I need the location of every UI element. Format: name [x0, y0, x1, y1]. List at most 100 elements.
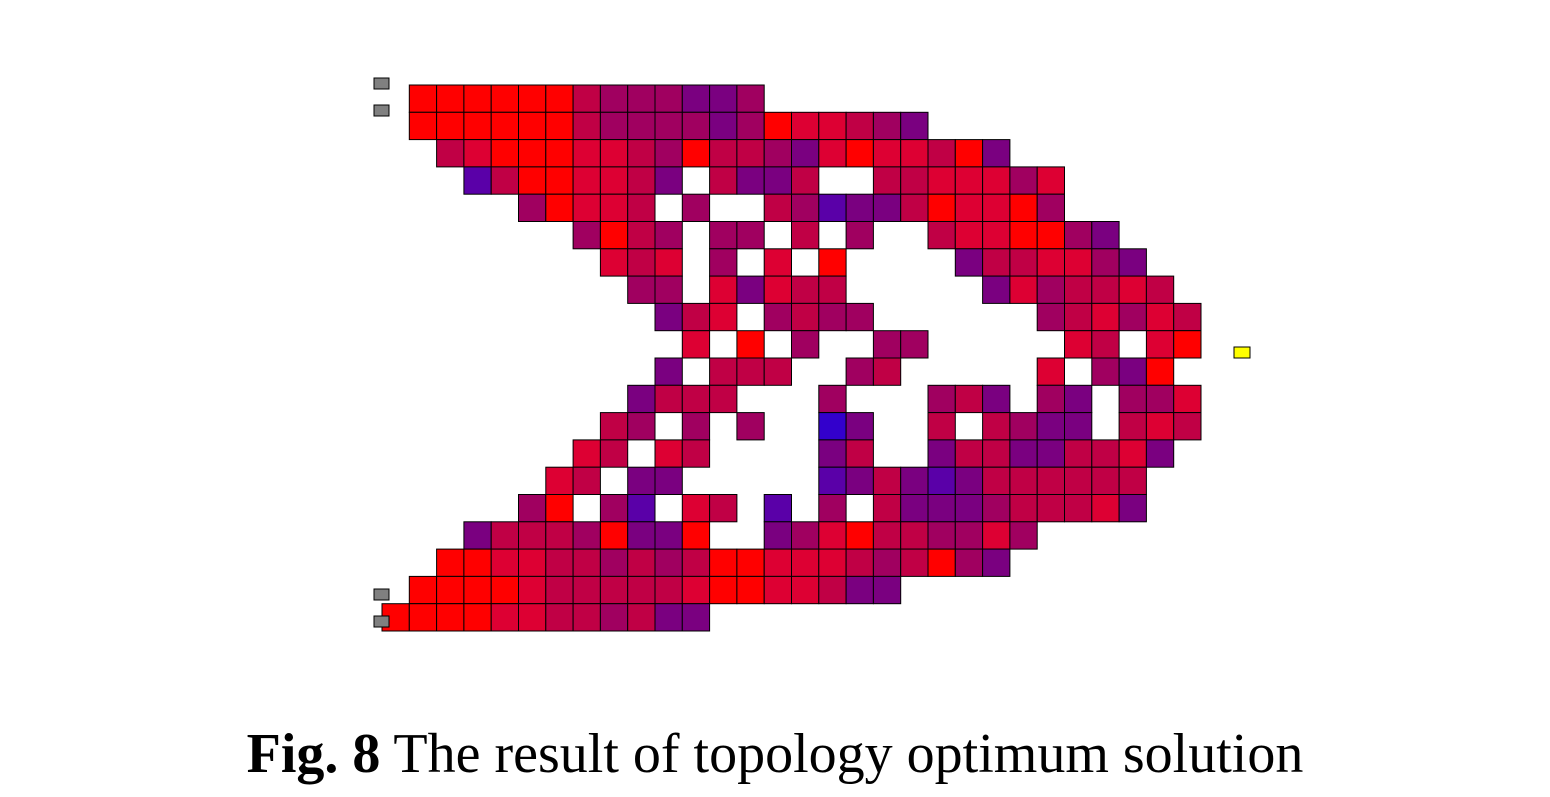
mesh-element	[654, 302, 683, 332]
mesh-element	[791, 221, 820, 250]
mesh-element	[436, 548, 465, 577]
mesh-element	[845, 575, 874, 605]
mesh-element	[599, 84, 629, 113]
mesh-element	[408, 111, 438, 141]
mesh-element	[1145, 357, 1175, 386]
mesh-element	[872, 466, 902, 496]
mesh-element	[627, 466, 656, 496]
mesh-element	[599, 166, 629, 195]
mesh-element	[654, 357, 683, 386]
mesh-element	[900, 521, 929, 550]
mesh-element	[1064, 302, 1093, 332]
mesh-element	[736, 166, 765, 195]
mesh-element	[1118, 384, 1147, 414]
mesh-element	[1118, 302, 1147, 332]
mesh-element	[572, 575, 601, 605]
mesh-element	[818, 494, 847, 523]
mesh-element	[872, 357, 902, 386]
mesh-element	[681, 494, 711, 523]
mesh-element	[982, 139, 1011, 168]
mesh-element	[709, 166, 738, 195]
mesh-element	[1118, 466, 1147, 496]
mesh-element	[982, 439, 1011, 468]
figure-caption: Fig. 8 The result of topology optimum so…	[0, 718, 1550, 790]
mesh-element	[681, 384, 711, 414]
mesh-element	[518, 111, 547, 141]
mesh-element	[709, 248, 738, 277]
mesh-element	[709, 384, 738, 414]
mesh-element	[681, 575, 711, 605]
mesh-element	[1091, 221, 1120, 250]
mesh-element	[545, 139, 574, 168]
mesh-element	[818, 384, 847, 414]
mesh-element	[1036, 302, 1065, 332]
mesh-element	[490, 84, 520, 113]
mesh-element	[599, 439, 629, 468]
mesh-element	[545, 84, 574, 113]
mesh-element	[709, 84, 738, 113]
mesh-element	[1009, 193, 1038, 222]
mesh-element	[845, 193, 874, 222]
mesh-element	[736, 330, 765, 359]
mesh-element	[572, 603, 601, 632]
mesh-element	[681, 84, 711, 113]
mesh-element	[599, 548, 629, 577]
mesh-element	[436, 575, 465, 605]
mesh-element	[763, 575, 793, 605]
mesh-element	[1173, 302, 1202, 332]
mesh-element	[872, 193, 902, 222]
mesh-element	[763, 248, 793, 277]
mesh-element	[1145, 384, 1175, 414]
mesh-element	[408, 603, 438, 632]
mesh-element	[545, 521, 574, 550]
mesh-element	[736, 139, 765, 168]
mesh-element	[1036, 166, 1065, 195]
mesh-element	[572, 548, 601, 577]
mesh-element	[518, 494, 547, 523]
mesh-element	[845, 302, 874, 332]
mesh-element	[654, 84, 683, 113]
mesh-element	[927, 139, 956, 168]
mesh-element	[1064, 439, 1093, 468]
mesh-element	[845, 439, 874, 468]
figure-number: Fig. 8	[246, 723, 381, 785]
mesh-element	[709, 357, 738, 386]
mesh-element	[1091, 439, 1120, 468]
mesh-element	[900, 139, 929, 168]
mesh-element	[627, 412, 656, 441]
mesh-element	[1173, 330, 1202, 359]
mesh-element	[1036, 439, 1065, 468]
mesh-element	[654, 603, 683, 632]
mesh-element	[1036, 412, 1065, 441]
support-marker	[373, 588, 390, 601]
mesh-element	[900, 548, 929, 577]
mesh-element	[1064, 466, 1093, 496]
mesh-element	[436, 111, 465, 141]
figure-caption-text: The result of topology optimum solution	[380, 723, 1304, 785]
mesh-element	[572, 193, 601, 222]
mesh-element	[982, 494, 1011, 523]
mesh-element	[627, 166, 656, 195]
mesh-element	[408, 575, 438, 605]
mesh-element	[572, 221, 601, 250]
mesh-element	[818, 548, 847, 577]
mesh-element	[463, 139, 492, 168]
mesh-element	[1091, 275, 1120, 304]
mesh-element	[791, 193, 820, 222]
mesh-element	[845, 357, 874, 386]
mesh-element	[654, 521, 683, 550]
mesh-element	[1036, 494, 1065, 523]
mesh-element	[490, 575, 520, 605]
mesh-element	[736, 548, 765, 577]
mesh-element	[1064, 384, 1093, 414]
mesh-element	[791, 166, 820, 195]
mesh-element	[982, 521, 1011, 550]
mesh-element	[654, 248, 683, 277]
mesh-element	[681, 412, 711, 441]
mesh-element	[763, 494, 793, 523]
mesh-element	[490, 166, 520, 195]
mesh-element	[545, 193, 574, 222]
element-mesh	[381, 84, 1202, 632]
mesh-element	[763, 275, 793, 304]
